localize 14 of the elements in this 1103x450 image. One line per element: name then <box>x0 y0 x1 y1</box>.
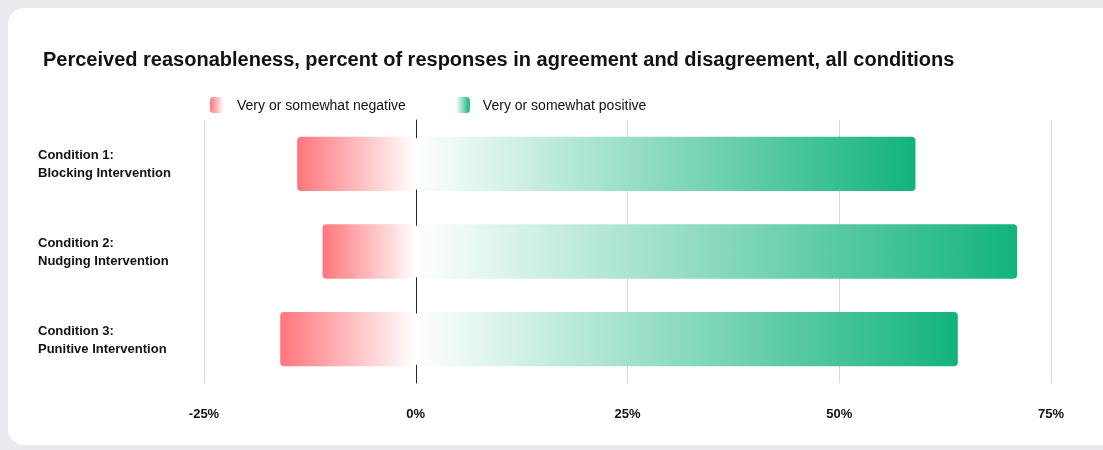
x-tick-label: -25% <box>188 406 220 421</box>
x-tick-label: 50% <box>826 406 853 421</box>
bar <box>415 224 1018 279</box>
x-tick-label: 0% <box>406 406 426 421</box>
x-tick-label: 75% <box>1037 406 1065 421</box>
bar <box>415 136 916 192</box>
chart-title: Perceived reasonableness, percent of responses in agreement and disagreement, all conditions <box>43 48 955 70</box>
y-tick-label: Condition 3: Punitive Intervention <box>38 322 167 356</box>
bar <box>415 311 958 367</box>
legend-label: Very or somewhat positive <box>482 97 647 113</box>
legend-label: Very or somewhat negative <box>237 97 407 113</box>
y-tick-label: Condition 2: Nudging Intervention <box>38 235 169 268</box>
y-tick-label: Condition 1: Blocking Intervention <box>38 147 171 181</box>
x-tick-label: 25% <box>614 406 641 421</box>
